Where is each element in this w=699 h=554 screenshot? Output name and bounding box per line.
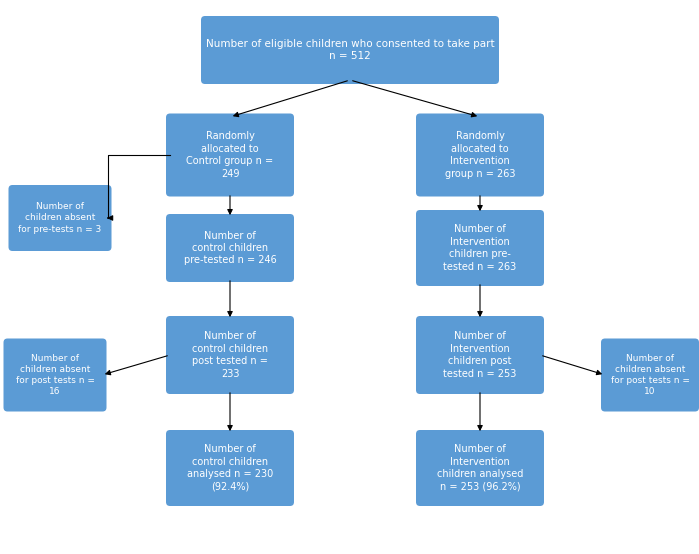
- FancyBboxPatch shape: [166, 430, 294, 506]
- Text: Number of
control children
analysed n = 230
(92.4%): Number of control children analysed n = …: [187, 444, 273, 491]
- FancyBboxPatch shape: [166, 214, 294, 282]
- FancyBboxPatch shape: [416, 316, 544, 394]
- Text: Number of
control children
pre-tested n = 246: Number of control children pre-tested n …: [184, 230, 276, 265]
- Text: Randomly
allocated to
Intervention
group n = 263: Randomly allocated to Intervention group…: [445, 131, 515, 178]
- FancyBboxPatch shape: [416, 114, 544, 197]
- Text: Randomly
allocated to
Control group n =
249: Randomly allocated to Control group n = …: [187, 131, 273, 178]
- Text: Number of
children absent
for post tests n =
16: Number of children absent for post tests…: [15, 354, 94, 396]
- Text: Number of
Intervention
children analysed
n = 253 (96.2%): Number of Intervention children analysed…: [437, 444, 523, 491]
- FancyBboxPatch shape: [166, 316, 294, 394]
- FancyBboxPatch shape: [8, 185, 112, 251]
- Text: Number of
Intervention
children post
tested n = 253: Number of Intervention children post tes…: [443, 331, 517, 378]
- FancyBboxPatch shape: [416, 430, 544, 506]
- FancyBboxPatch shape: [601, 338, 699, 412]
- FancyBboxPatch shape: [3, 338, 106, 412]
- Text: Number of eligible children who consented to take part
n = 512: Number of eligible children who consente…: [206, 39, 494, 61]
- FancyBboxPatch shape: [201, 16, 499, 84]
- FancyBboxPatch shape: [416, 210, 544, 286]
- Text: Number of
control children
post tested n =
233: Number of control children post tested n…: [192, 331, 268, 378]
- Text: Number of
children absent
for pre-tests n = 3: Number of children absent for pre-tests …: [18, 202, 101, 234]
- Text: Number of
Intervention
children pre-
tested n = 263: Number of Intervention children pre- tes…: [443, 224, 517, 271]
- FancyBboxPatch shape: [166, 114, 294, 197]
- Text: Number of
children absent
for post tests n =
10: Number of children absent for post tests…: [610, 354, 689, 396]
